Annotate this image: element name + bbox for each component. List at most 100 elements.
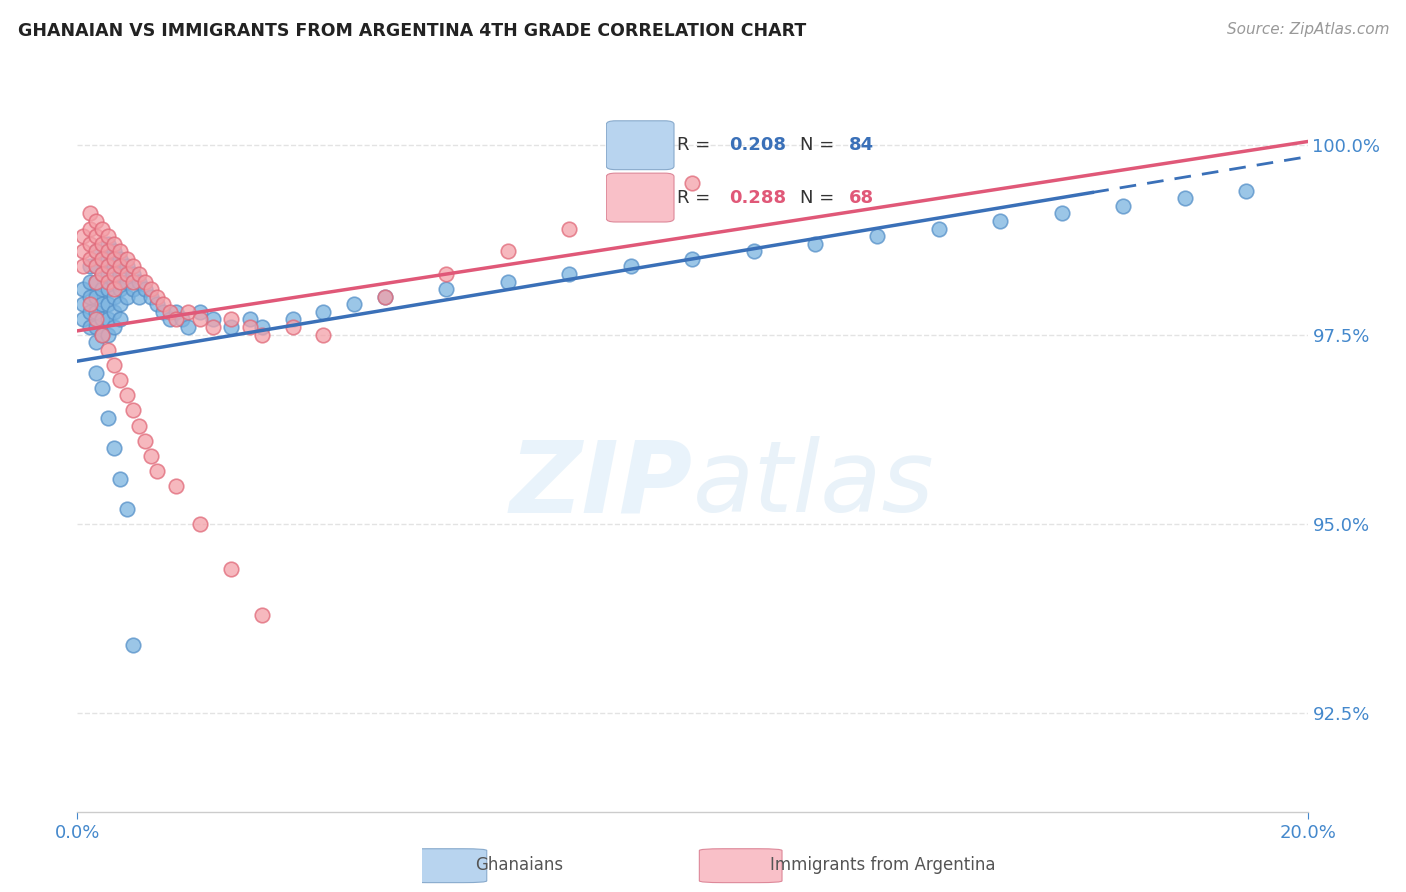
- Point: [620, 199, 643, 213]
- Point: [620, 260, 643, 274]
- Point: [312, 327, 335, 342]
- Point: [90, 267, 114, 281]
- Point: [79, 260, 101, 274]
- Point: [84, 366, 107, 380]
- Point: [988, 214, 1011, 228]
- Point: [201, 312, 224, 326]
- Point: [110, 260, 132, 274]
- Text: Ghanaians: Ghanaians: [475, 856, 562, 874]
- Point: [250, 327, 273, 342]
- Point: [103, 252, 125, 266]
- Point: [146, 297, 169, 311]
- Point: [79, 297, 101, 311]
- Point: [72, 229, 94, 244]
- Point: [1234, 184, 1257, 198]
- Point: [72, 282, 94, 296]
- Text: ZIP: ZIP: [509, 436, 693, 533]
- Point: [558, 221, 581, 235]
- Point: [79, 236, 101, 251]
- Point: [90, 327, 114, 342]
- Point: [115, 388, 138, 402]
- Point: [177, 305, 200, 319]
- Point: [152, 305, 174, 319]
- Point: [281, 320, 304, 334]
- Point: [134, 282, 156, 296]
- Point: [134, 434, 156, 448]
- Point: [90, 381, 114, 395]
- Point: [281, 312, 304, 326]
- Point: [141, 282, 163, 296]
- Point: [121, 403, 143, 417]
- Point: [110, 312, 132, 326]
- Point: [121, 282, 143, 296]
- Text: atlas: atlas: [693, 436, 934, 533]
- FancyBboxPatch shape: [606, 173, 673, 222]
- Text: GHANAIAN VS IMMIGRANTS FROM ARGENTINA 4TH GRADE CORRELATION CHART: GHANAIAN VS IMMIGRANTS FROM ARGENTINA 4T…: [18, 22, 807, 40]
- Point: [188, 305, 212, 319]
- Point: [115, 290, 138, 304]
- Point: [84, 244, 107, 259]
- Point: [110, 267, 132, 281]
- Point: [97, 275, 120, 289]
- Point: [97, 282, 120, 296]
- Point: [103, 282, 125, 296]
- Point: [165, 312, 187, 326]
- Point: [97, 312, 120, 326]
- Point: [72, 260, 94, 274]
- Point: [146, 464, 169, 478]
- Point: [90, 312, 114, 326]
- FancyBboxPatch shape: [699, 849, 782, 883]
- Point: [128, 418, 150, 433]
- FancyBboxPatch shape: [606, 120, 673, 169]
- Text: 0.288: 0.288: [730, 188, 786, 207]
- Point: [928, 221, 950, 235]
- Point: [72, 297, 94, 311]
- Point: [219, 320, 242, 334]
- Point: [110, 297, 132, 311]
- Point: [103, 305, 125, 319]
- Point: [110, 471, 132, 485]
- Point: [97, 236, 120, 251]
- Point: [90, 252, 114, 266]
- Point: [496, 275, 519, 289]
- Point: [110, 252, 132, 266]
- Point: [165, 305, 187, 319]
- Point: [201, 320, 224, 334]
- Point: [121, 267, 143, 281]
- Point: [97, 343, 120, 357]
- Text: Immigrants from Argentina: Immigrants from Argentina: [770, 856, 995, 874]
- Point: [1174, 191, 1197, 205]
- Point: [141, 449, 163, 463]
- Point: [72, 244, 94, 259]
- Point: [866, 229, 889, 244]
- Point: [110, 244, 132, 259]
- Point: [84, 244, 107, 259]
- Point: [115, 501, 138, 516]
- Point: [103, 320, 125, 334]
- Text: 0.208: 0.208: [730, 136, 786, 154]
- Point: [436, 267, 458, 281]
- Point: [250, 320, 273, 334]
- Point: [84, 305, 107, 319]
- Point: [170, 312, 193, 326]
- Point: [219, 312, 242, 326]
- Text: R =: R =: [678, 188, 716, 207]
- Point: [97, 411, 120, 425]
- Point: [84, 290, 107, 304]
- Point: [121, 275, 143, 289]
- Point: [97, 297, 120, 311]
- Text: N =: N =: [800, 188, 841, 207]
- Point: [121, 638, 143, 652]
- Point: [436, 282, 458, 296]
- Point: [188, 312, 212, 326]
- Point: [84, 229, 107, 244]
- Text: N =: N =: [800, 136, 841, 154]
- Point: [103, 358, 125, 372]
- Point: [742, 244, 765, 259]
- Point: [159, 305, 181, 319]
- Point: [97, 244, 120, 259]
- Point: [97, 327, 120, 342]
- Point: [115, 275, 138, 289]
- Point: [250, 607, 273, 622]
- Point: [79, 221, 101, 235]
